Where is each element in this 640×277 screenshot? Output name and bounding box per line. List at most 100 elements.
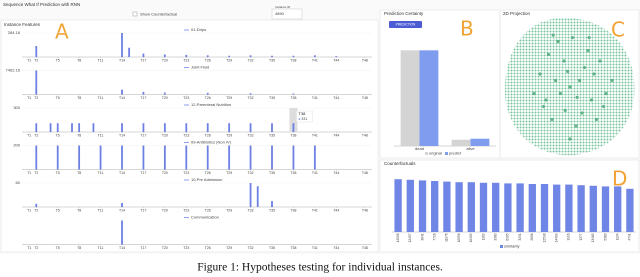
x-tick-label: T26	[205, 133, 211, 137]
panel-title: Instance Features	[4, 22, 41, 27]
bar	[292, 145, 295, 170]
bar	[249, 55, 252, 57]
point	[550, 117, 554, 122]
x-tick-label: T2	[34, 208, 38, 212]
x-tick-label: T48	[362, 58, 368, 62]
x-tick-label: T48	[362, 96, 368, 100]
x-tick-label: T23	[183, 246, 189, 250]
certainty-panel	[379, 9, 501, 159]
x-tick-label: T26	[205, 246, 211, 250]
checkbox-label[interactable]: Show Counterfactual	[140, 11, 177, 16]
bar	[142, 53, 145, 57]
x-tick-label: T29	[226, 58, 232, 62]
point	[586, 49, 590, 53]
bar	[292, 55, 295, 57]
x-tick-label: T17	[140, 58, 146, 62]
bar	[271, 55, 273, 57]
x-tick-label: T17	[140, 208, 146, 212]
bar	[455, 182, 463, 232]
bar	[419, 50, 439, 146]
point	[554, 78, 558, 83]
x-tick-label: T38	[290, 133, 296, 137]
dropdown[interactable]	[271, 8, 303, 20]
tooltip-text: 331	[301, 117, 307, 121]
x-tick-label: T20	[162, 133, 168, 137]
chart-title: 09-Antibiotics (Non IV)	[191, 140, 232, 145]
point	[592, 72, 596, 76]
bar	[292, 93, 295, 95]
x-tick-label: 6305	[506, 233, 510, 240]
bar	[292, 123, 295, 132]
bar	[35, 145, 38, 170]
button-label[interactable]: PREDICTION	[396, 23, 416, 27]
bar	[142, 91, 145, 95]
x-tick-label: T2	[34, 246, 38, 250]
bar	[121, 203, 123, 207]
x-tick-label: T35	[269, 246, 275, 250]
x-tick-label: T20	[162, 208, 168, 212]
x-tick-label: T35	[269, 171, 275, 175]
bar	[626, 188, 634, 232]
x-tick-label: T38	[290, 171, 296, 175]
x-tick-label: T41	[312, 246, 318, 250]
x-tick-label: T20	[162, 246, 168, 250]
x-tick-label: T20	[162, 96, 168, 100]
x-tick-label: T8	[77, 58, 81, 62]
tooltip-dot	[298, 118, 301, 120]
x-tick-label: T1	[27, 133, 31, 137]
chart-title: Communication	[191, 215, 219, 220]
point	[568, 137, 572, 141]
x-tick-label: T1	[27, 58, 31, 62]
x-tick-label: 12598	[542, 233, 546, 242]
x-tick-label: T41	[312, 208, 318, 212]
x-tick-label: alive	[466, 146, 475, 151]
checkbox[interactable]	[132, 11, 138, 17]
bar	[206, 145, 209, 170]
bar	[71, 123, 73, 132]
x-tick-label: T20	[162, 58, 168, 62]
x-tick-label: T44	[333, 96, 339, 100]
bar	[56, 145, 59, 170]
x-tick-label: T11	[98, 171, 104, 175]
legend-label: predict	[449, 151, 462, 156]
x-tick-label: T26	[205, 171, 211, 175]
x-tick-label: 7716	[433, 233, 437, 240]
x-tick-label: 14409	[555, 233, 559, 242]
x-tick-label: T48	[362, 246, 368, 250]
x-tick-label: T44	[333, 133, 339, 137]
bar	[142, 145, 145, 170]
point	[532, 91, 536, 96]
bar	[49, 123, 52, 132]
panel-letter: B	[460, 17, 474, 41]
bar	[431, 181, 439, 232]
bar	[601, 186, 610, 232]
x-tick-label: T44	[333, 58, 339, 62]
x-tick-label: T17	[140, 246, 146, 250]
bar	[228, 55, 231, 57]
panel-letter: A	[55, 20, 69, 44]
legend-swatch	[425, 152, 428, 155]
dropdown-value[interactable]: 4890	[275, 11, 285, 16]
point	[604, 91, 608, 96]
x-tick-label: T5	[56, 171, 60, 175]
point	[574, 124, 578, 128]
x-tick-label: T23	[183, 208, 189, 212]
x-tick-label: T14	[119, 208, 125, 212]
bar	[249, 145, 252, 170]
chart-title: 01-Drips	[191, 27, 206, 32]
x-tick-label: T48	[362, 133, 368, 137]
x-tick-label: T35	[269, 208, 275, 212]
tooltip	[296, 110, 313, 123]
point	[538, 72, 542, 76]
x-tick-label: T23	[183, 58, 189, 62]
bar	[142, 123, 145, 132]
predict-button[interactable]	[389, 21, 422, 28]
x-tick-label: 5380	[603, 233, 607, 240]
point	[610, 78, 614, 83]
chart-title: Joint Fluid	[191, 65, 209, 70]
x-tick-label: 14096	[396, 233, 400, 242]
bar	[206, 55, 209, 57]
x-tick-label: T14	[119, 96, 125, 100]
